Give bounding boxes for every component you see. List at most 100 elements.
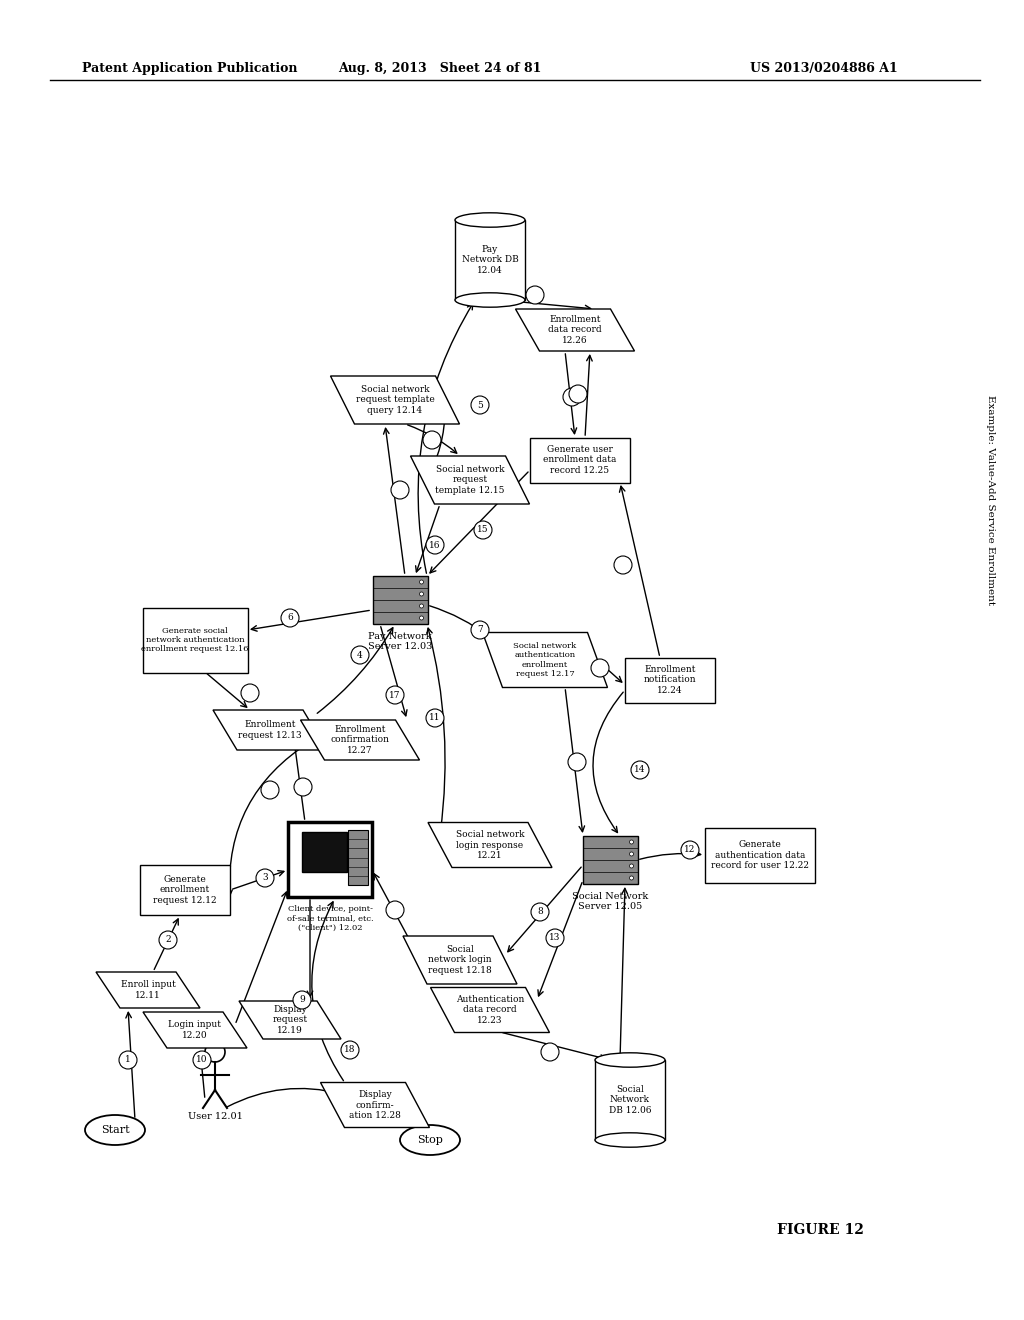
Circle shape [281,609,299,627]
Text: 5: 5 [477,400,483,409]
Bar [583,836,638,884]
Circle shape [471,620,489,639]
Polygon shape [403,936,517,983]
Text: Enrollment
request 12.13: Enrollment request 12.13 [239,721,302,739]
Text: Social network
request template
query 12.14: Social network request template query 12… [355,385,434,414]
Text: Enroll input
12.11: Enroll input 12.11 [121,981,175,999]
Ellipse shape [455,293,525,308]
Circle shape [241,684,259,702]
Circle shape [159,931,177,949]
Ellipse shape [595,1133,665,1147]
Text: Social network
authentication
enrollment
request 12.17: Social network authentication enrollment… [513,643,577,677]
Circle shape [386,686,404,704]
Polygon shape [428,822,552,867]
Text: Social
Network
DB 12.06: Social Network DB 12.06 [608,1085,651,1115]
Ellipse shape [595,1053,665,1067]
Bar [142,607,248,672]
Circle shape [563,388,581,407]
Text: Example: Value-Add Service Enrollment: Example: Value-Add Service Enrollment [985,395,994,605]
Circle shape [546,929,564,946]
Polygon shape [411,455,529,504]
Polygon shape [321,1082,429,1127]
Text: 1: 1 [125,1056,131,1064]
Text: Generate social
network authentication
enrollment request 12.16: Generate social network authentication e… [141,627,249,653]
Text: Social Network
Server 12.05: Social Network Server 12.05 [571,892,648,911]
Text: 17: 17 [389,690,400,700]
Text: Generate user
enrollment data
record 12.25: Generate user enrollment data record 12.… [544,445,616,475]
Text: Login input
12.20: Login input 12.20 [169,1020,221,1040]
Text: 15: 15 [477,525,488,535]
Polygon shape [515,309,635,351]
Circle shape [294,777,312,796]
Circle shape [474,521,492,539]
Circle shape [630,865,634,869]
Text: Generate
authentication data
record for user 12.22: Generate authentication data record for … [711,840,809,870]
Text: 3: 3 [262,874,268,883]
Text: Pay Network
Server 12.03: Pay Network Server 12.03 [368,632,432,651]
Circle shape [256,869,274,887]
Circle shape [614,556,632,574]
Circle shape [681,841,699,859]
Text: 8: 8 [538,908,543,916]
Polygon shape [143,1012,247,1048]
Circle shape [193,1051,211,1069]
Text: 9: 9 [299,995,305,1005]
Text: Generate
enrollment
request 12.12: Generate enrollment request 12.12 [154,875,217,906]
Text: 14: 14 [634,766,646,775]
Text: 13: 13 [549,933,561,942]
Polygon shape [213,710,327,750]
Polygon shape [96,972,200,1008]
Circle shape [541,1043,559,1061]
Text: Patent Application Publication: Patent Application Publication [82,62,298,75]
Text: Aug. 8, 2013   Sheet 24 of 81: Aug. 8, 2013 Sheet 24 of 81 [338,62,542,75]
Text: 12: 12 [684,846,695,854]
Bar [455,220,525,300]
Text: Authentication
data record
12.23: Authentication data record 12.23 [456,995,524,1024]
Circle shape [426,709,444,727]
Circle shape [630,851,634,855]
Circle shape [293,991,311,1008]
Circle shape [386,902,404,919]
Circle shape [631,762,649,779]
Text: 18: 18 [344,1045,355,1055]
Bar [140,865,230,915]
Bar [530,437,630,483]
Circle shape [591,659,609,677]
Text: Stop: Stop [417,1135,443,1144]
Bar [595,1060,665,1140]
Text: 6: 6 [287,614,293,623]
Bar [288,822,372,898]
Circle shape [630,876,634,880]
Circle shape [119,1051,137,1069]
Circle shape [261,781,279,799]
Polygon shape [239,1001,341,1039]
Circle shape [423,432,441,449]
Ellipse shape [400,1125,460,1155]
Text: 2: 2 [165,936,171,945]
Circle shape [568,752,586,771]
Circle shape [205,1041,225,1063]
Polygon shape [482,632,607,688]
Text: US 2013/0204886 A1: US 2013/0204886 A1 [750,62,898,75]
Ellipse shape [455,213,525,227]
Circle shape [391,480,409,499]
Circle shape [531,903,549,921]
Circle shape [630,840,634,843]
Text: Start: Start [100,1125,129,1135]
Text: Display
confirm-
ation 12.28: Display confirm- ation 12.28 [349,1090,401,1119]
Text: Enrollment
confirmation
12.27: Enrollment confirmation 12.27 [331,725,389,755]
Text: Enrollment
notification
12.24: Enrollment notification 12.24 [644,665,696,694]
Bar [348,830,368,884]
Text: 10: 10 [197,1056,208,1064]
Text: FIGURE 12: FIGURE 12 [776,1224,863,1237]
Ellipse shape [85,1115,145,1144]
Text: 4: 4 [357,651,362,660]
Text: Enrollment
data record
12.26: Enrollment data record 12.26 [548,315,602,345]
Bar [373,576,427,624]
Bar [302,832,347,873]
Circle shape [420,591,424,597]
Circle shape [526,286,544,304]
Polygon shape [331,376,460,424]
Text: Social network
request
template 12.15: Social network request template 12.15 [435,465,505,495]
Text: 16: 16 [429,540,440,549]
